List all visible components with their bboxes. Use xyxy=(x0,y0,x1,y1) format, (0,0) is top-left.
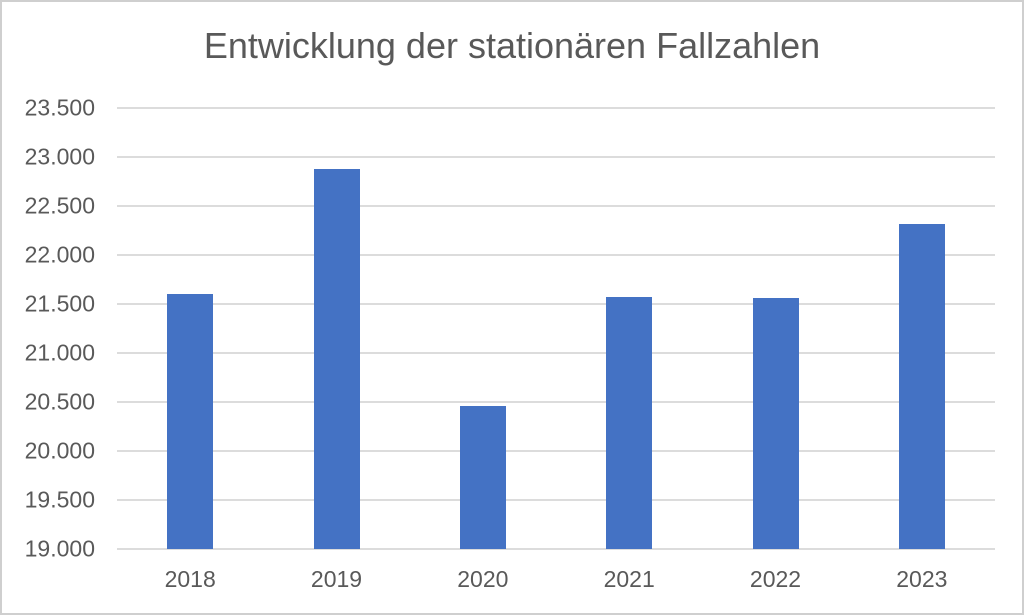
y-tick-label: 20.000 xyxy=(24,437,95,464)
x-tick-label: 2021 xyxy=(603,566,655,592)
bar-2022 xyxy=(752,298,799,549)
gridline xyxy=(117,205,995,207)
bar-2021 xyxy=(606,297,653,549)
x-tick-label: 2023 xyxy=(896,566,948,592)
gridline xyxy=(117,156,995,158)
bar-2018 xyxy=(167,294,214,549)
chart-title: Entwicklung der stationären Fallzahlen xyxy=(203,25,821,66)
y-tick-label: 21.500 xyxy=(24,290,95,317)
x-tick-label: 2022 xyxy=(749,566,802,592)
x-axis: 2018 2019 2020 2021 2022 2023 xyxy=(117,549,995,597)
gridline xyxy=(117,352,995,354)
gridline xyxy=(117,107,995,109)
y-tick-label: 20.500 xyxy=(24,388,95,415)
bar-2023 xyxy=(898,223,945,549)
gridline xyxy=(117,499,995,501)
gridline xyxy=(117,401,995,404)
y-tick-label: 21.000 xyxy=(24,339,95,366)
x-tick-label: 2020 xyxy=(457,566,509,592)
x-tick-label: 2019 xyxy=(310,566,363,592)
y-tick-label: 23.500 xyxy=(24,94,95,121)
y-tick-label: 23.000 xyxy=(24,143,95,170)
y-tick-label: 19.500 xyxy=(24,486,95,513)
y-tick-label: 22.000 xyxy=(24,241,95,268)
gridline xyxy=(117,548,995,550)
plot-area xyxy=(117,107,995,550)
y-tick-label: 19.000 xyxy=(24,535,95,562)
y-axis: 23.500 23.000 22.500 22.000 21.500 21.000 20.5… xyxy=(2,96,95,560)
y-tick-label: 22.500 xyxy=(24,192,95,219)
x-tick-label: 2018 xyxy=(164,566,216,592)
gridline xyxy=(117,254,995,257)
gridline xyxy=(117,450,995,452)
bar-2020 xyxy=(459,405,506,549)
gridline xyxy=(117,303,995,305)
bar-2019 xyxy=(313,168,360,549)
